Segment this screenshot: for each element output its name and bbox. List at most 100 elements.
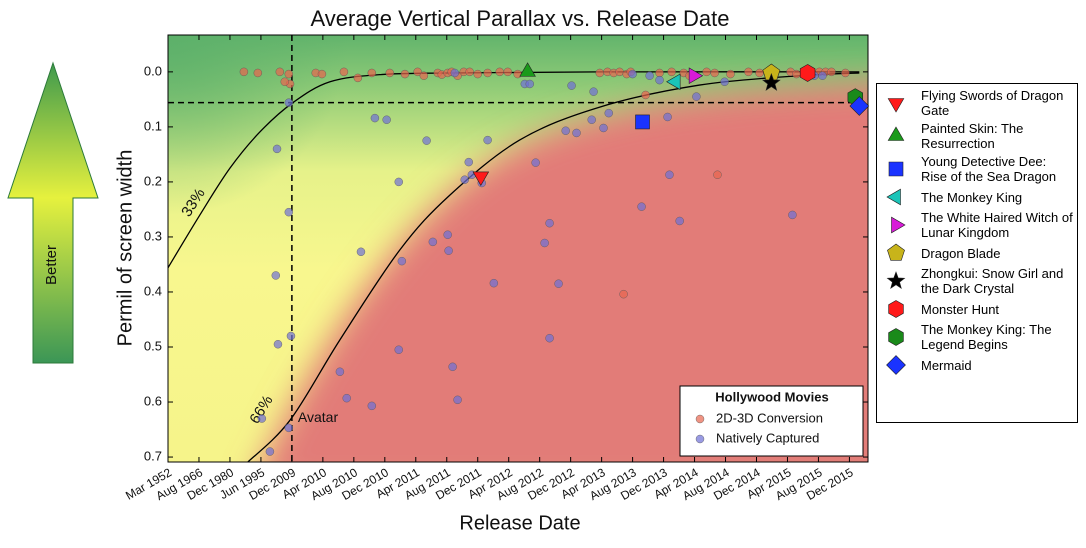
data-point <box>554 279 563 288</box>
better-label: Better <box>43 245 60 285</box>
data-point <box>284 207 293 217</box>
percentile-curve <box>247 72 860 462</box>
data-point <box>710 68 719 78</box>
highlight-point <box>688 67 704 85</box>
data-point <box>540 238 549 248</box>
legend-entry: Zhongkui: Snow Girl and the Dark Crystal <box>883 266 1073 296</box>
legend-symbol <box>886 355 906 375</box>
data-point <box>615 67 624 77</box>
data-point <box>419 71 429 80</box>
data-point <box>453 395 462 405</box>
highlight-point <box>635 114 650 130</box>
reference-label: Avatar <box>298 409 339 425</box>
legend-symbol <box>887 98 905 113</box>
data-point <box>792 69 801 79</box>
data-point <box>589 87 598 96</box>
data-point <box>604 108 613 118</box>
legend-label: The White Haired Witch of Lunar Kingdom <box>921 210 1073 240</box>
data-point <box>667 67 676 77</box>
data-point <box>335 367 345 376</box>
legend-label: Painted Skin: The Resurrection <box>921 121 1024 151</box>
legend-symbol <box>888 161 904 177</box>
data-point <box>645 71 654 80</box>
data-point <box>317 69 327 79</box>
legend-symbol <box>886 271 906 289</box>
data-point <box>720 77 729 86</box>
y-tick-label: 0.2 <box>144 173 162 188</box>
legend-symbol <box>887 243 905 261</box>
data-point <box>422 136 431 145</box>
series-legend-label: Natively Captured <box>716 430 819 445</box>
highlight-legend: Flying Swords of Dragon Gate Painted Skin… <box>876 83 1078 423</box>
data-point <box>273 340 283 349</box>
data-point <box>663 112 672 122</box>
legend-symbol <box>891 216 906 234</box>
data-point <box>531 158 540 167</box>
data-point <box>367 68 377 78</box>
data-point <box>443 230 452 239</box>
data-point <box>561 126 570 135</box>
legend-entry: The White Haired Witch of Lunar Kingdom <box>883 210 1073 240</box>
data-point <box>702 67 711 77</box>
legend-entry: Dragon Blade <box>883 243 1073 263</box>
data-point <box>595 68 604 78</box>
data-point <box>473 69 482 79</box>
y-tick-label: 0.7 <box>144 448 162 463</box>
legend-entry: Young Detective Dee: Rise of the Sea Dra… <box>883 154 1073 184</box>
series-legend-title: Hollywood Movies <box>715 389 828 404</box>
data-point <box>489 278 499 288</box>
data-point <box>599 123 608 133</box>
data-point <box>503 67 512 77</box>
data-point <box>385 68 394 78</box>
data-point <box>339 67 349 77</box>
y-tick-label: 0.6 <box>144 393 162 408</box>
data-point <box>755 68 764 78</box>
y-tick-label: 0.1 <box>144 118 162 133</box>
y-tick-label: 0.5 <box>144 338 162 353</box>
data-point <box>342 393 351 403</box>
legend-marker <box>887 98 905 113</box>
data-point <box>483 68 492 78</box>
legend-label: Zhongkui: Snow Girl and the Dark Crystal <box>921 266 1064 296</box>
chart-title: Average Vertical Parallax vs. Release Da… <box>310 6 729 31</box>
data-point <box>397 256 407 266</box>
legend-label: The Monkey King <box>921 189 1023 205</box>
highlight-point <box>849 96 870 116</box>
y-tick-label: 0.4 <box>144 283 162 298</box>
data-point <box>394 177 403 187</box>
data-point <box>253 68 263 78</box>
data-point <box>265 447 275 456</box>
legend-label: Mermaid <box>921 357 972 373</box>
legend-marker <box>886 271 906 289</box>
data-point <box>495 67 504 77</box>
data-point <box>655 68 664 78</box>
data-point <box>450 68 460 78</box>
highlight-point <box>761 73 781 91</box>
data-point <box>465 67 474 77</box>
data-point <box>641 90 650 100</box>
highlight-point <box>472 171 490 187</box>
data-point <box>513 69 522 79</box>
data-point <box>464 157 473 167</box>
legend-entry: The Monkey King <box>883 187 1073 207</box>
data-point <box>483 135 492 145</box>
legend-marker <box>888 161 904 177</box>
data-point <box>713 170 722 179</box>
data-point <box>394 345 403 354</box>
plot-frame <box>167 34 869 463</box>
data-point <box>628 69 637 79</box>
data-point <box>413 67 422 77</box>
data-point <box>284 98 293 107</box>
data-point <box>353 73 363 83</box>
legend-marker <box>886 355 906 375</box>
data-point <box>525 79 534 89</box>
data-point <box>257 414 267 423</box>
data-point <box>692 92 701 101</box>
data-point <box>655 75 664 85</box>
legend-label: The Monkey King: The Legend Begins <box>921 322 1052 352</box>
legend-symbol <box>888 328 904 346</box>
data-point <box>239 67 249 77</box>
